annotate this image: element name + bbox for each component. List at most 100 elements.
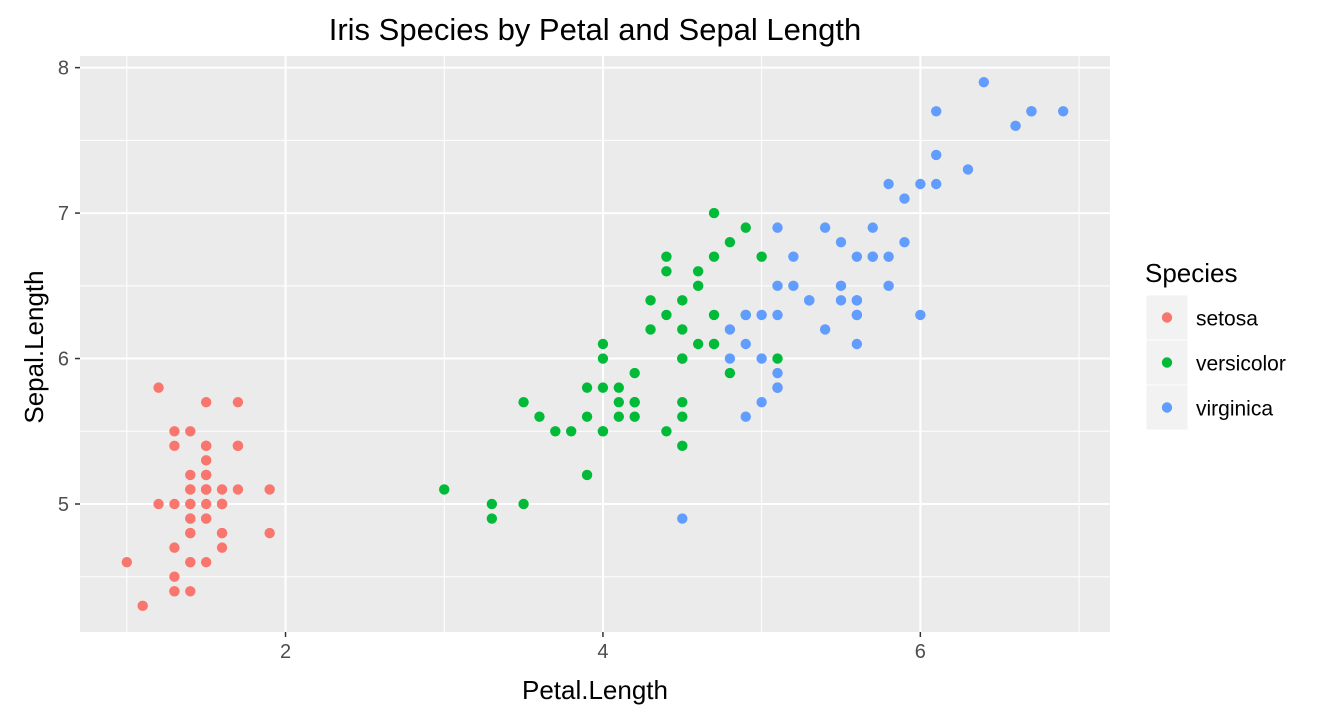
data-point-versicolor (677, 353, 688, 364)
data-point-virginica (883, 280, 894, 292)
data-point-virginica (851, 338, 863, 350)
data-point-virginica (883, 178, 894, 190)
data-point-setosa (200, 469, 212, 481)
data-point-setosa (264, 484, 275, 495)
data-point-virginica (915, 309, 926, 321)
data-point-versicolor (518, 498, 529, 510)
data-point-versicolor (724, 367, 736, 379)
y-tick-label: 7 (58, 203, 69, 225)
series-virginica (677, 76, 1069, 524)
data-point-versicolor (613, 382, 625, 393)
data-point-setosa (264, 527, 275, 539)
legend-item-setosa: setosa (1145, 294, 1258, 341)
data-point-versicolor (692, 280, 704, 292)
data-point-setosa (169, 586, 180, 597)
legend-label-setosa: setosa (1196, 308, 1258, 331)
data-point-versicolor (724, 236, 736, 248)
data-point-versicolor (581, 411, 593, 422)
data-point-virginica (851, 251, 863, 262)
data-point-virginica (835, 236, 847, 248)
data-point-virginica (804, 295, 815, 306)
data-point-setosa (200, 440, 212, 452)
legend-item-versicolor: versicolor (1145, 339, 1286, 386)
data-point-versicolor (677, 324, 688, 335)
y-tick-label: 5 (58, 494, 69, 516)
data-point-virginica (724, 353, 736, 364)
data-point-setosa (200, 484, 212, 495)
data-point-versicolor (597, 382, 609, 393)
data-point-versicolor (677, 440, 688, 452)
data-point-versicolor (581, 469, 593, 481)
tick-labels: 2 4 6 5 6 7 8 (58, 58, 926, 663)
data-point-setosa (185, 469, 196, 481)
data-point-versicolor (661, 309, 672, 321)
data-point-setosa (200, 556, 212, 568)
data-point-virginica (740, 309, 751, 321)
data-point-virginica (677, 513, 688, 524)
data-point-versicolor (708, 251, 720, 262)
data-point-versicolor (581, 382, 593, 393)
data-point-virginica (962, 164, 974, 175)
data-point-versicolor (629, 367, 640, 379)
legend: Species setosa versicolor virginica (1145, 258, 1286, 431)
data-point-setosa (121, 556, 133, 568)
axis-ticks (75, 66, 922, 637)
data-point-versicolor (645, 295, 656, 306)
data-point-setosa (169, 571, 180, 582)
legend-title: Species (1145, 258, 1238, 288)
data-point-virginica (740, 411, 751, 422)
data-point-setosa (169, 426, 180, 437)
data-point-setosa (216, 527, 228, 539)
data-point-virginica (915, 178, 926, 190)
y-tick-label: 6 (58, 349, 69, 371)
data-point-versicolor (756, 251, 767, 262)
data-point-setosa (232, 440, 244, 452)
data-point-setosa (232, 484, 244, 495)
data-point-virginica (835, 280, 847, 292)
data-point-virginica (772, 280, 783, 292)
data-point-virginica (1026, 106, 1037, 117)
data-point-setosa (200, 513, 212, 524)
grid-minor (80, 56, 1110, 632)
data-point-versicolor (565, 426, 577, 437)
data-point-virginica (867, 251, 878, 262)
data-point-versicolor (486, 513, 498, 524)
data-point-versicolor (661, 251, 672, 262)
data-point-virginica (756, 353, 767, 364)
data-point-setosa (169, 498, 180, 510)
data-point-virginica (819, 222, 831, 233)
legend-marker-versicolor (1161, 357, 1173, 368)
data-point-virginica (851, 309, 863, 321)
data-point-versicolor (692, 338, 704, 350)
data-point-versicolor (597, 353, 609, 364)
data-point-versicolor (597, 426, 609, 437)
data-point-setosa (216, 484, 228, 495)
data-point-virginica (772, 367, 783, 379)
data-point-versicolor (772, 353, 783, 364)
data-point-versicolor (550, 426, 561, 437)
data-points (121, 76, 1069, 612)
data-point-virginica (772, 309, 783, 321)
data-point-setosa (216, 542, 228, 553)
data-point-virginica (931, 106, 942, 117)
data-point-virginica (978, 76, 990, 88)
plot-panel (80, 56, 1110, 632)
data-point-versicolor (677, 295, 688, 306)
data-point-virginica (788, 251, 799, 262)
data-point-versicolor (486, 498, 498, 510)
data-point-setosa (200, 455, 212, 466)
data-point-virginica (724, 324, 736, 335)
x-tick-label: 4 (597, 641, 608, 663)
data-point-virginica (772, 222, 783, 233)
data-point-versicolor (661, 426, 672, 437)
chart-title: Iris Species by Petal and Sepal Length (329, 12, 862, 47)
data-point-virginica (899, 236, 910, 248)
data-point-setosa (153, 498, 164, 510)
legend-item-virginica: virginica (1145, 384, 1273, 431)
data-point-versicolor (629, 411, 640, 422)
data-point-versicolor (677, 411, 688, 422)
data-point-setosa (169, 542, 180, 553)
data-point-versicolor (677, 396, 688, 408)
data-point-versicolor (613, 411, 625, 422)
